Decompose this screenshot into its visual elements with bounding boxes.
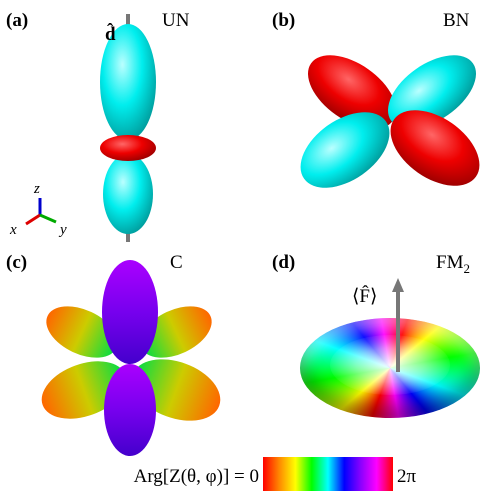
lobe [308,55,396,129]
panel-label: UN [162,10,190,31]
axis-label: z [33,181,40,197]
y-axis [39,213,57,224]
panel-label: BN [443,10,470,31]
label-sub: 2 [463,261,470,276]
torus [100,135,156,161]
arrow-head [392,278,404,292]
axis-label: x [9,222,17,238]
lobe [390,110,480,186]
panel-tag: (d) [272,252,295,273]
lobe [388,55,476,129]
colorbar-label: Arg[Z(θ, φ)] = 0 [134,466,259,487]
lobe [104,364,156,456]
disk-highlight [330,335,450,395]
vector-label: d̂ [105,23,116,45]
lobe [102,260,158,364]
panel-tag: (c) [6,252,27,273]
lobe [46,306,118,358]
lobe [100,24,156,140]
panel-label: C [170,252,183,273]
panel-tag: (a) [6,10,28,31]
lobe [300,112,390,188]
axis-label: y [58,222,67,238]
lobe [103,154,153,234]
panel-tag: (b) [272,10,295,31]
panel-label: FM2 [436,252,470,276]
label-main: FM [436,252,464,273]
vector-label: ⟨F̂⟩ [352,285,377,307]
colorbar-end-label: 2π [397,466,417,487]
colorbar [263,457,393,491]
lobe [140,306,212,358]
x-axis [25,213,41,226]
